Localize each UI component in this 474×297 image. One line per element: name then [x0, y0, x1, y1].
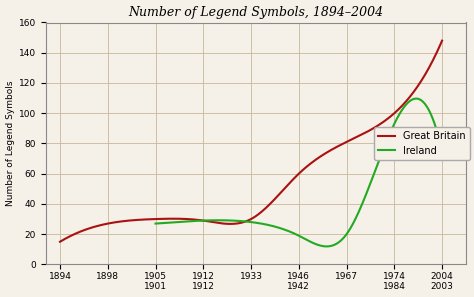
Ireland	[414, 97, 420, 100]
Great Britain	[291, 177, 297, 180]
Line: Ireland: Ireland	[155, 99, 442, 247]
Great Britain	[403, 99, 409, 103]
Great Britain	[379, 121, 385, 125]
Ireland	[395, 115, 401, 119]
Great Britain	[57, 240, 63, 244]
Y-axis label: Number of Legend Symbols: Number of Legend Symbols	[6, 81, 15, 206]
Ireland	[329, 244, 335, 247]
Ireland	[322, 245, 328, 248]
Great Britain	[284, 184, 290, 187]
Great Britain	[439, 39, 445, 42]
Ireland	[413, 97, 419, 100]
Ireland	[323, 245, 329, 248]
Legend: Great Britain, Ireland: Great Britain, Ireland	[374, 127, 470, 160]
Ireland	[153, 222, 158, 225]
Ireland	[154, 222, 159, 225]
Ireland	[324, 245, 330, 248]
Line: Great Britain: Great Britain	[60, 41, 442, 242]
Ireland	[439, 149, 445, 153]
Great Britain	[283, 185, 289, 189]
Great Britain	[58, 239, 64, 243]
Title: Number of Legend Symbols, 1894–2004: Number of Legend Symbols, 1894–2004	[128, 6, 383, 18]
